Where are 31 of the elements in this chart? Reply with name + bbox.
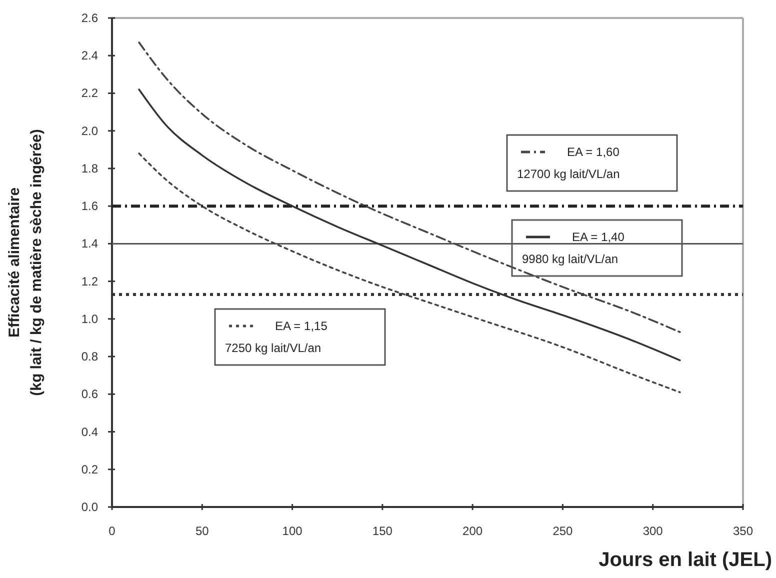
legend-label: EA = 1,40 <box>572 230 625 244</box>
x-tick-label: 350 <box>732 524 754 538</box>
y-tick-label: 0.0 <box>81 500 98 514</box>
y-tick-label: 1.4 <box>81 236 98 251</box>
legend-label: EA = 1,15 <box>275 319 328 333</box>
x-tick-label: 150 <box>372 524 393 538</box>
x-tick-label: 0 <box>108 524 116 538</box>
annotation: 7250 kg lait/VL/an <box>225 341 322 355</box>
y-tick-label: 1.2 <box>81 274 98 288</box>
y-tick-label: 2.2 <box>81 86 98 100</box>
line-series <box>138 42 681 333</box>
y-tick-label: 0.2 <box>81 462 98 476</box>
y-tick-label: 0.4 <box>81 424 98 439</box>
annotation: 9980 kg lait/VL/an <box>522 252 618 266</box>
annotation: 12700 kg lait/VL/an <box>517 167 620 181</box>
y-tick-label: 2.6 <box>81 11 98 25</box>
y-tick-label: 1.6 <box>81 199 98 214</box>
x-tick-label: 300 <box>642 524 664 538</box>
y-tick-label: 0.8 <box>81 350 98 364</box>
y-tick-label: 1.0 <box>81 312 98 326</box>
x-tick-label: 200 <box>462 524 483 538</box>
y-tick-label: 0.6 <box>81 387 98 402</box>
y-tick-label: 2.4 <box>81 48 98 63</box>
x-tick-label: 50 <box>195 524 210 538</box>
y-axis-title: Efficacité alimentaire (kg lait / kg de matière sèche ingérée) <box>6 129 45 396</box>
x-tick-label: 100 <box>282 524 303 538</box>
y-tick-label: 2.0 <box>81 124 98 138</box>
x-axis-title: Jours en lait (JEL) <box>598 549 772 571</box>
y-tick-label: 1.8 <box>81 161 98 176</box>
legend-label: EA = 1,60 <box>567 145 620 159</box>
x-tick-label: 250 <box>552 524 574 538</box>
